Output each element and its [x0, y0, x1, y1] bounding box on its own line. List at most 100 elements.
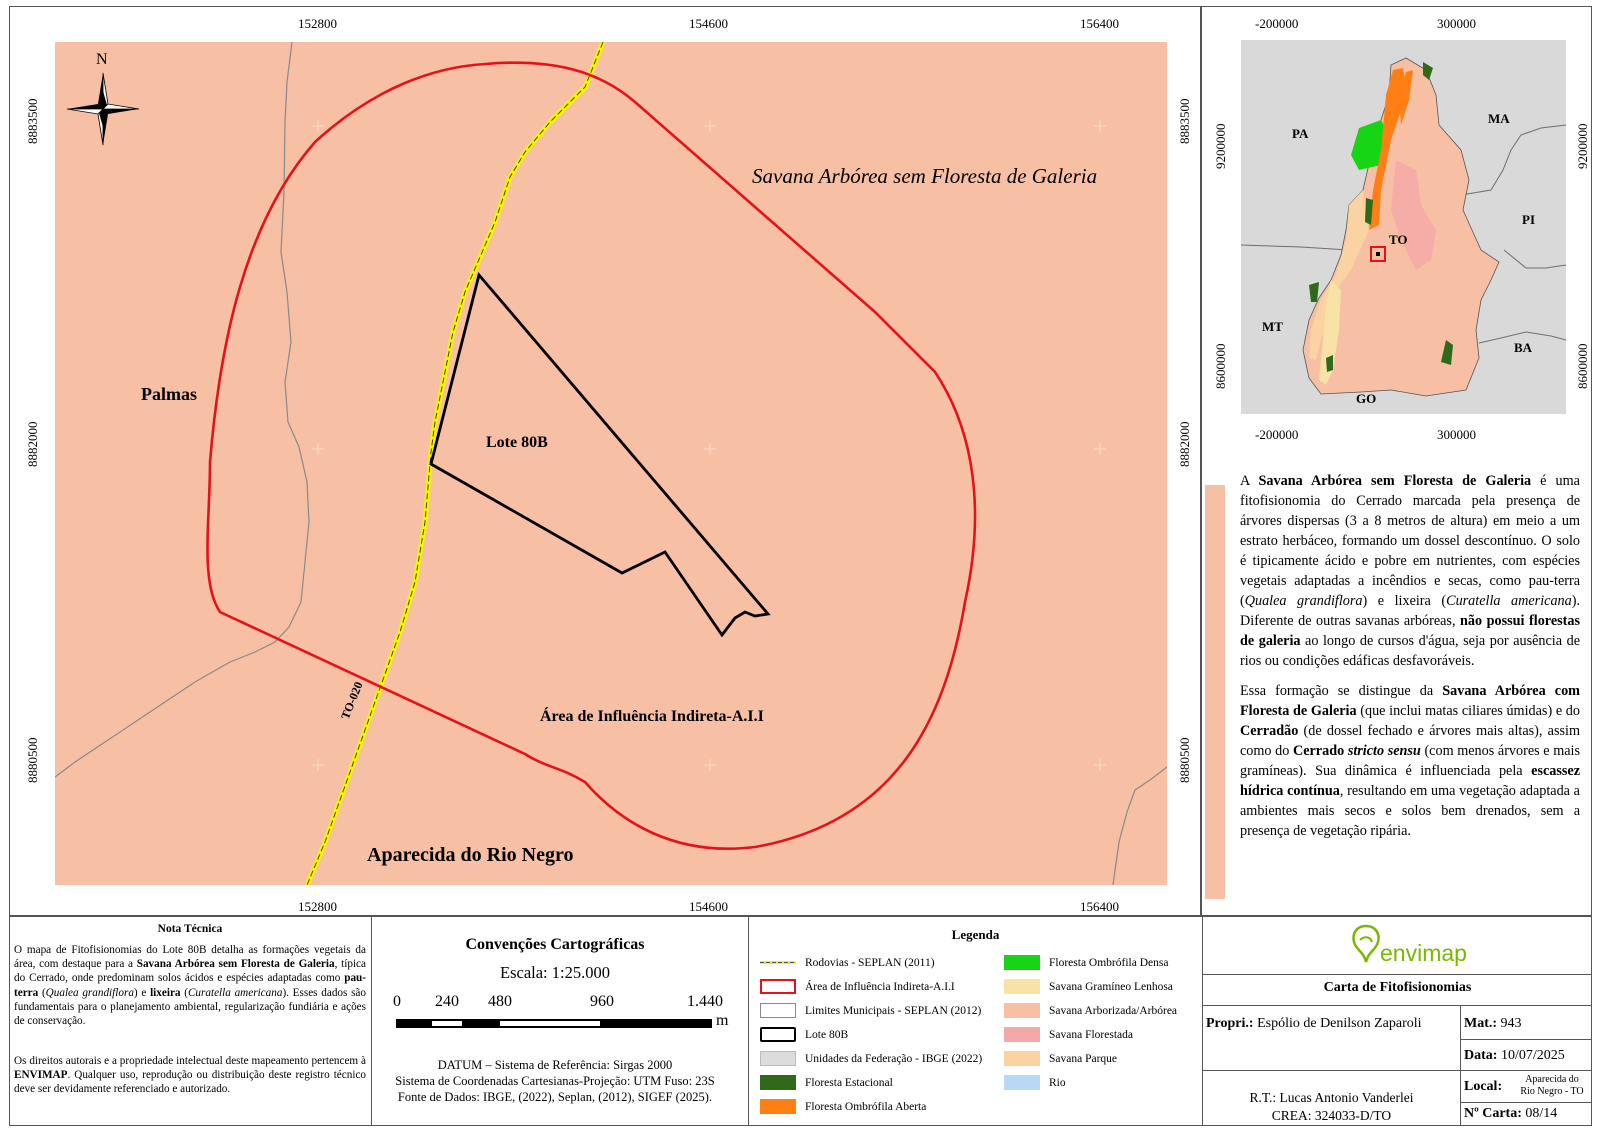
legend-item-lote: Lote 80B: [760, 1027, 848, 1042]
legend-item-limites: Limites Municipais - SEPLAN (2012): [760, 1003, 981, 1018]
savana-parque-swatch: [1004, 1051, 1040, 1066]
limits-swatch: [760, 1003, 796, 1018]
y-tick-left-3: 8880500: [25, 737, 40, 784]
carta-number-row: Nº Carta: 08/14: [1464, 1106, 1558, 1121]
legend-item-savana-florestada: Savana Florestada: [1004, 1027, 1133, 1042]
title-divider-3: [1460, 1039, 1592, 1040]
inset-x-tick-top-1: -200000: [1255, 16, 1299, 31]
projection-text: Sistema de Coordenadas Cartesianas-Proje…: [395, 1074, 715, 1088]
state-label-to: TO: [1389, 232, 1408, 247]
floresta-ombrofila-densa-swatch: [1004, 955, 1040, 970]
x-tick-bottom-2: 154600: [689, 899, 728, 914]
description-text: A Savana Arbórea sem Floresta de Galeria…: [1240, 473, 1580, 839]
propri-row: Propri.: Espólio de Denilson Zaparoli: [1206, 1016, 1422, 1031]
title-divider-1: [1203, 974, 1592, 975]
state-label-ba: BA: [1514, 340, 1533, 355]
inset-x-tick-top-2: 300000: [1437, 16, 1476, 31]
scale-text: Escala: 1:25.000: [500, 963, 610, 982]
state-borders: [1241, 124, 1566, 344]
aii-swatch: [760, 979, 796, 994]
data-row: Data: 10/07/2025: [1464, 1048, 1565, 1063]
title-divider-5: [1460, 1102, 1592, 1103]
ufs-swatch: [760, 1051, 796, 1066]
lote-80b-label: Lote 80B: [486, 434, 548, 451]
scale-tick-480: 480: [488, 993, 512, 1010]
grid-crosses: [312, 120, 1106, 771]
state-label-pi: PI: [1522, 212, 1535, 227]
floresta-ombrofila-aberta-patch: [1369, 68, 1406, 230]
rt-text: R.T.: Lucas Antonio Vanderlei: [1249, 1090, 1414, 1105]
inset-map-frame: [1201, 6, 1592, 916]
title-divider-4: [1203, 1070, 1592, 1071]
palmas-label: Palmas: [141, 384, 197, 404]
legend-item-floresta-estacional: Floresta Estacional: [760, 1075, 893, 1090]
carta-title: Carta de Fitofisionomias: [1323, 980, 1472, 995]
savana-florestada-patch: [1391, 160, 1436, 270]
legend-item-aii: Área de Influência Indireta-A.I.I: [760, 979, 955, 994]
inset-x-tick-bottom-1: -200000: [1255, 427, 1299, 442]
scale-tick-1440: 1.440: [687, 993, 723, 1010]
x-tick-top-1: 152800: [298, 16, 337, 31]
x-tick-bottom-1: 152800: [298, 899, 337, 914]
y-tick-left-1: 8883500: [25, 98, 40, 145]
main-map-frame: [9, 6, 1201, 916]
municipal-limits: [55, 42, 1167, 885]
savana-arborizada-area: [55, 42, 1167, 885]
scale-bar: [396, 1019, 712, 1028]
legend-title: Legenda: [951, 927, 1000, 942]
savana-label: Savana Arbórea sem Floresta de Galeria: [752, 164, 1098, 188]
state-label-pa: PA: [1292, 126, 1309, 141]
convencoes-title: Convenções Cartográficas: [465, 936, 645, 953]
y-tick-right-3: 8880500: [1177, 737, 1192, 784]
lote-80b-boundary: [429, 272, 771, 638]
legend-item-rio: Rio: [1004, 1075, 1066, 1090]
footer-frame: [9, 916, 1592, 1126]
aparecida-label: Aparecida do Rio Negro: [367, 844, 574, 866]
crea-text: CREA: 324033-D/TO: [1271, 1108, 1392, 1123]
legend-item-savana-arborizada: Savana Arborizada/Arbórea: [1004, 1003, 1177, 1018]
y-tick-right-1: 8883500: [1177, 98, 1192, 145]
savana-gramineo-swatch: [1004, 979, 1040, 994]
legend-item-rodovias: Rodovias - SEPLAN (2011): [760, 955, 935, 970]
north-arrow-icon: [66, 72, 140, 146]
road-swatch: [760, 961, 796, 964]
inset-y-tick-right-1: 9200000: [1575, 123, 1590, 170]
local-row-value: Aparecida do Rio Negro - TO: [1520, 1074, 1584, 1097]
x-tick-top-2: 154600: [689, 16, 728, 31]
nota-title: Nota Técnica: [157, 923, 223, 935]
nota-paragraph-1: O mapa de Fitofisionomias do Lote 80B de…: [14, 944, 366, 1028]
scale-unit: m: [716, 1012, 729, 1029]
floresta-estacional-swatch: [760, 1075, 796, 1090]
scale-tick-240: 240: [435, 993, 459, 1010]
aii-label: Área de Influência Indireta-A.I.I: [540, 708, 764, 725]
legend-item-ufs: Unidades da Federação - IBGE (2022): [760, 1051, 982, 1066]
scale-tick-0: 0: [393, 993, 401, 1010]
scale-tick-960: 960: [590, 993, 614, 1010]
state-label-mt: MT: [1262, 319, 1283, 334]
state-label-go: GO: [1356, 391, 1377, 406]
legend-item-savana-gramineo: Savana Gramíneo Lenhosa: [1004, 979, 1173, 994]
inset-map: [1241, 40, 1566, 414]
rio-swatch: [1004, 1075, 1040, 1090]
inset-y-tick-right-2: 8600000: [1575, 343, 1590, 390]
nota-paragraph-2: Os direitos autorais e a propriedade int…: [14, 1055, 366, 1096]
legend-item-floresta-ombrofila-densa: Floresta Ombrófila Densa: [1004, 955, 1168, 970]
state-label-ma: MA: [1488, 111, 1510, 126]
savana-color-bar: [1205, 485, 1225, 899]
envimap-logo-text: envimap: [1380, 940, 1467, 966]
datum-text: DATUM – Sistema de Referência: Sirgas 20…: [437, 1058, 673, 1072]
source-text: Fonte de Dados: IBGE, (2022), Seplan, (2…: [397, 1090, 713, 1104]
title-vdivider: [1460, 1005, 1461, 1126]
lote-swatch: [760, 1027, 796, 1042]
inset-y-tick-left-1: 9200000: [1213, 123, 1228, 170]
study-area-marker: [1370, 246, 1386, 262]
savana-arborizada-swatch: [1004, 1003, 1040, 1018]
legend-frame: [748, 916, 1203, 1126]
title-divider-2: [1203, 1005, 1592, 1006]
aii-boundary: [206, 61, 977, 850]
envimap-logo-icon: [1352, 924, 1380, 963]
floresta-ombrofila-aberta-swatch: [760, 1099, 796, 1114]
local-row-label: Local:: [1464, 1079, 1503, 1094]
savana-parque-patch: [1309, 190, 1369, 360]
legend-item-floresta-ombrofila-aberta: Floresta Ombrófila Aberta: [760, 1099, 926, 1114]
